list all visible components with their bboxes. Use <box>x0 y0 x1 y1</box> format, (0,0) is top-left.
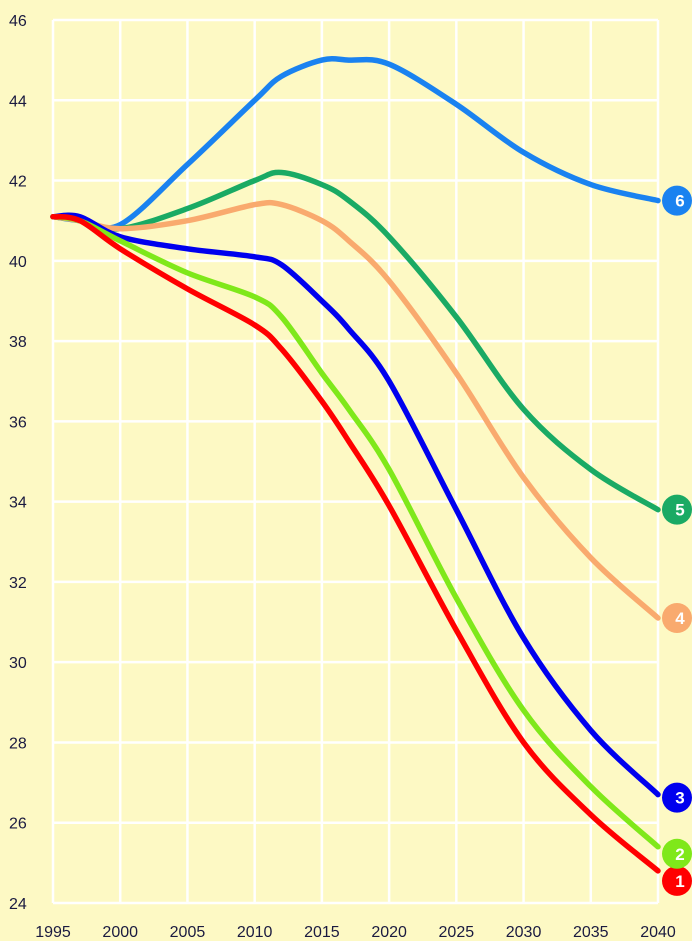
x-tick-label: 1995 <box>35 924 71 941</box>
x-tick-label: 2035 <box>573 924 609 941</box>
series-end-marker-label: 6 <box>675 192 684 211</box>
series-end-marker-2 <box>662 838 692 869</box>
y-tick-label: 24 <box>9 896 27 913</box>
y-axis-tick-labels: 24 26 28 30 32 34 36 38 40 42 44 46 <box>9 13 27 913</box>
series-end-marker-label: 3 <box>675 789 684 808</box>
y-tick-label: 38 <box>9 334 27 351</box>
series-end-marker-3 <box>662 782 692 813</box>
x-tick-label: 2000 <box>102 924 138 941</box>
series-end-marker-label: 5 <box>675 501 684 520</box>
y-tick-label: 46 <box>9 13 27 30</box>
y-tick-label: 40 <box>9 254 27 271</box>
y-tick-label: 42 <box>9 174 27 191</box>
x-tick-label: 2040 <box>640 924 676 941</box>
y-tick-label: 36 <box>9 414 27 431</box>
y-tick-label: 44 <box>9 93 27 110</box>
x-tick-label: 2010 <box>237 924 273 941</box>
series-line-2 <box>50 213 661 850</box>
series-end-marker-label: 2 <box>675 845 684 864</box>
series-line-1 <box>50 213 661 874</box>
x-tick-label: 2015 <box>304 924 340 941</box>
series-end-marker-5 <box>662 494 692 525</box>
series-line-4 <box>50 199 661 621</box>
y-tick-label: 26 <box>9 816 27 833</box>
x-tick-label: 2025 <box>439 924 475 941</box>
y-tick-label: 28 <box>9 735 27 752</box>
y-tick-label: 34 <box>9 495 27 512</box>
x-tick-label: 2030 <box>506 924 542 941</box>
series-end-marker-4 <box>662 603 692 634</box>
series-end-marker-1 <box>662 865 692 896</box>
series-end-marker-6 <box>662 185 692 216</box>
series-end-marker-label: 4 <box>675 609 685 628</box>
series-line-6 <box>50 56 661 231</box>
series-lines <box>50 56 661 874</box>
series-end-marker-label: 1 <box>675 872 684 891</box>
y-tick-label: 32 <box>9 575 27 592</box>
y-tick-label: 30 <box>9 655 27 672</box>
series-line-3 <box>50 212 661 798</box>
series-end-markers: 1 2 3 4 5 6 <box>662 185 692 896</box>
x-tick-label: 2020 <box>371 924 407 941</box>
x-tick-label: 2005 <box>170 924 206 941</box>
x-axis-tick-labels: 1995 2000 2005 2010 2015 2020 2025 2030 2035 2040 <box>35 924 676 941</box>
grid <box>51 18 660 905</box>
